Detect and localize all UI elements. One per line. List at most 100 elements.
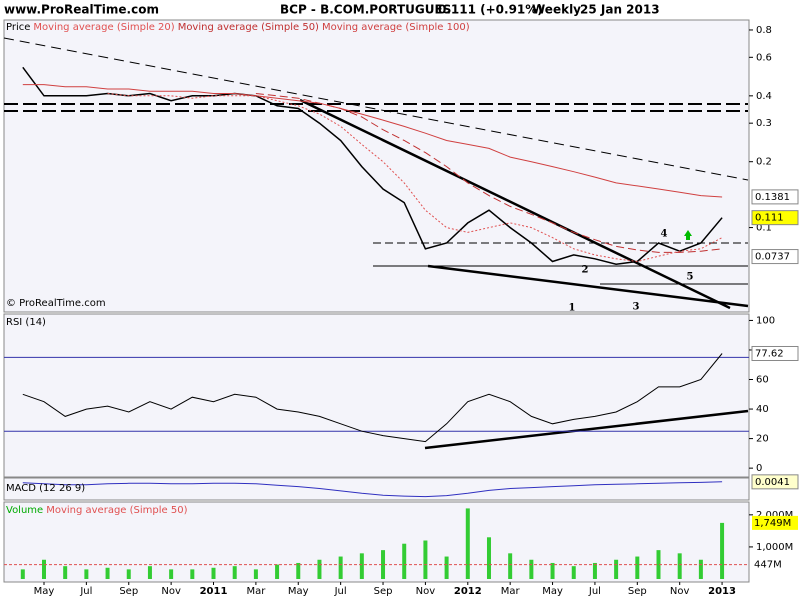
legend-entry: Moving average (Simple 50) [178, 22, 319, 33]
volume-bar [444, 556, 449, 579]
y-tick-label: 100 [756, 315, 775, 326]
wave-label: 3 [633, 302, 640, 313]
x-tick-label: Jul [79, 586, 92, 597]
volume-bar [550, 562, 555, 579]
volume-panel [3, 501, 750, 583]
volume-bar [465, 508, 470, 579]
volume-bar [677, 553, 682, 579]
volume-bar [338, 556, 343, 579]
wave-label: 1 [569, 303, 576, 314]
volume-bar [190, 569, 195, 579]
moving-average-line [22, 84, 723, 198]
value-tag: 0.0041 [755, 477, 790, 488]
panel-title: Volume [6, 505, 43, 516]
x-tick-label: Nov [161, 586, 181, 597]
x-tick-label: Nov [670, 586, 690, 597]
volume-bar [529, 559, 534, 579]
x-tick-label: Jul [334, 586, 347, 597]
y-tick-label: 0 [756, 463, 762, 474]
volume-bar [169, 569, 174, 579]
x-tick-label: 2012 [454, 586, 482, 597]
volume-bar [571, 566, 576, 579]
x-tick-label: Jul [588, 586, 601, 597]
value-tag-bg [751, 474, 799, 490]
date: 25 Jan 2013 [580, 3, 660, 17]
value-tag-bg [751, 210, 799, 226]
price-line [22, 66, 723, 265]
wave-label: 5 [687, 272, 694, 283]
footer: © ProRealTime.com [6, 298, 106, 309]
volume-bar [84, 569, 89, 579]
volume-bar [147, 566, 152, 579]
volume-bar [63, 566, 68, 579]
macd-panel [3, 477, 750, 501]
value-tag-bg [751, 249, 799, 265]
volume-bar [20, 569, 25, 579]
value-tag: 77.62 [755, 348, 784, 359]
x-tick-label: 2011 [200, 586, 228, 597]
x-tick-label: May [34, 586, 55, 597]
value-tag-bg [751, 345, 799, 361]
instrument: BCP - B.COM.PORTUGUES [280, 3, 451, 17]
moving-average-line [107, 93, 723, 263]
panel-title: Volume Moving average (Simple 50) [6, 505, 188, 516]
volume-bar [41, 559, 46, 579]
panel-title: MACD (12 26 9) [6, 483, 85, 494]
wave-label: 4 [661, 229, 668, 240]
y-tick-label: 1,000M [756, 542, 793, 553]
x-tick-label: Nov [416, 586, 436, 597]
y-tick-label: 0.8 [756, 25, 772, 36]
macd-line [22, 481, 723, 498]
value-tag-bg [752, 515, 798, 530]
y-tick-label: 0.6 [756, 52, 772, 63]
volume-bar [720, 522, 725, 579]
x-tick-label: Sep [374, 586, 393, 597]
x-tick-label: Mar [501, 586, 521, 597]
volume-bar [211, 567, 216, 579]
x-tick-label: Sep [119, 586, 138, 597]
x-tick-label: 2013 [708, 586, 736, 597]
volume-bar [359, 553, 364, 579]
volume-bar [296, 562, 301, 579]
volume-bar [126, 569, 131, 579]
volume-bar [402, 543, 407, 579]
volume-bar [698, 559, 703, 579]
site: www.ProRealTime.com [4, 3, 159, 17]
legend-entry: Moving average (Simple 20) [33, 22, 174, 33]
x-tick-label: May [542, 586, 563, 597]
panel-title: Price Moving average (Simple 20) Moving av… [6, 22, 470, 33]
volume-bar [232, 566, 237, 579]
panel-title: RSI (14) [6, 317, 46, 328]
y-tick-label: 20 [756, 434, 769, 445]
y-tick-label: 0.4 [756, 91, 772, 102]
y-tick-label: 0.2 [756, 157, 772, 168]
y-tick-label: 60 [756, 375, 769, 386]
volume-bar [317, 559, 322, 579]
rsi-panel [3, 313, 750, 478]
value-tag: 0.111 [755, 213, 784, 224]
x-tick-label: May [288, 586, 309, 597]
x-tick-label: Sep [628, 586, 647, 597]
value-tag: 0.0737 [755, 252, 790, 263]
y-tick-label: 0.1 [756, 223, 772, 234]
volume-bar [275, 564, 280, 579]
value-tag-bg [751, 189, 799, 205]
volume-bar [592, 562, 597, 579]
y-tick-label: 0.3 [756, 118, 772, 129]
volume-bar [614, 559, 619, 579]
wave-label: 2 [582, 265, 589, 276]
price-panel [3, 19, 750, 313]
volume-bar [656, 550, 661, 579]
legend-entry: Moving average (Simple 100) [322, 22, 470, 33]
volume-bar [423, 540, 428, 579]
volume-bar [105, 567, 110, 579]
x-tick-label: Mar [246, 586, 266, 597]
value-tag: 447M [754, 560, 782, 571]
period: Weekly [532, 3, 581, 17]
value-tag: 0.1381 [755, 192, 790, 203]
volume-bar [486, 537, 491, 579]
trend-lines [3, 37, 749, 450]
y-tick-label: 40 [756, 404, 769, 415]
volume-bar [253, 569, 258, 579]
